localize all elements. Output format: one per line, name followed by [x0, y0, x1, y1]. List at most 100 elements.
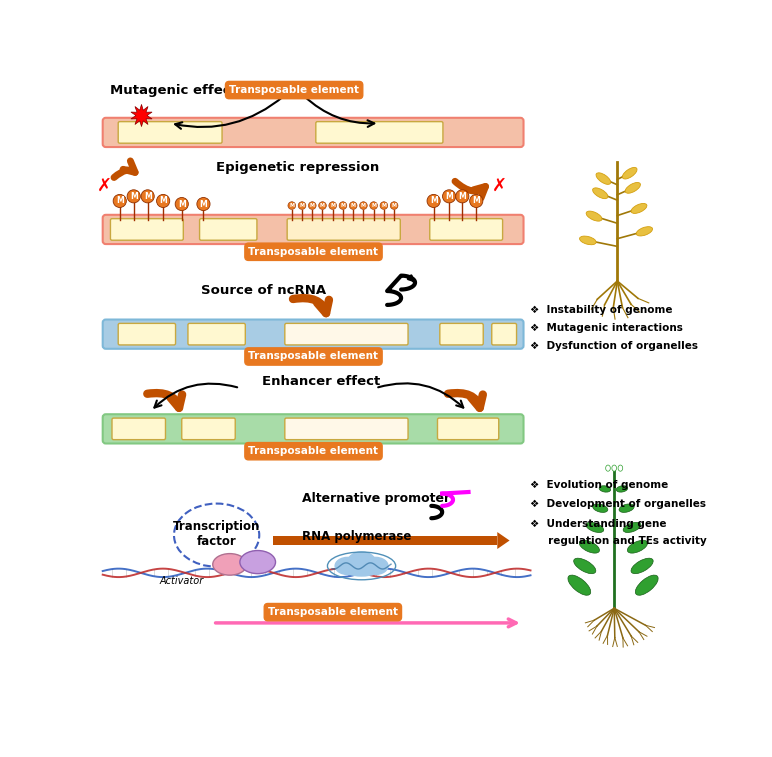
Text: ❖  Evolution of genome: ❖ Evolution of genome	[530, 480, 669, 490]
Ellipse shape	[628, 540, 648, 553]
Text: M: M	[320, 203, 325, 208]
Text: Source of ncRNA: Source of ncRNA	[201, 284, 326, 297]
Text: Enhancer effect: Enhancer effect	[262, 375, 381, 388]
Circle shape	[349, 201, 357, 210]
Ellipse shape	[636, 226, 652, 236]
Text: ❖  Understanding gene: ❖ Understanding gene	[530, 519, 667, 528]
Circle shape	[360, 201, 367, 210]
Text: M: M	[381, 203, 386, 208]
FancyBboxPatch shape	[118, 323, 175, 345]
Circle shape	[127, 190, 141, 203]
Text: M: M	[300, 203, 304, 208]
FancyBboxPatch shape	[103, 319, 523, 349]
FancyBboxPatch shape	[287, 219, 401, 240]
Circle shape	[380, 201, 388, 210]
FancyBboxPatch shape	[285, 323, 408, 345]
Text: M: M	[144, 192, 151, 201]
Ellipse shape	[631, 204, 647, 213]
Ellipse shape	[596, 173, 611, 185]
Circle shape	[157, 195, 170, 207]
Ellipse shape	[593, 504, 608, 512]
Text: Transposable element: Transposable element	[249, 247, 378, 257]
FancyBboxPatch shape	[188, 323, 245, 345]
Ellipse shape	[616, 486, 628, 492]
Circle shape	[175, 198, 188, 210]
Circle shape	[288, 201, 296, 210]
Ellipse shape	[612, 465, 617, 471]
FancyBboxPatch shape	[103, 215, 523, 244]
FancyBboxPatch shape	[103, 414, 523, 444]
Ellipse shape	[631, 558, 653, 574]
Text: M: M	[116, 197, 124, 205]
Polygon shape	[497, 532, 510, 549]
Circle shape	[370, 201, 378, 210]
Ellipse shape	[347, 551, 376, 573]
Bar	[273, 536, 497, 545]
Text: M: M	[290, 203, 294, 208]
Text: M: M	[371, 203, 376, 208]
Ellipse shape	[606, 465, 611, 471]
FancyBboxPatch shape	[110, 219, 183, 240]
Text: ❖  Mutagenic interactions: ❖ Mutagenic interactions	[530, 323, 683, 333]
Text: M: M	[459, 192, 466, 201]
Text: M: M	[130, 192, 137, 201]
Ellipse shape	[618, 465, 623, 471]
Circle shape	[442, 190, 455, 203]
Ellipse shape	[362, 556, 388, 575]
FancyBboxPatch shape	[492, 323, 516, 345]
Circle shape	[427, 195, 440, 207]
Text: M: M	[430, 197, 438, 205]
Text: Alternative promoter: Alternative promoter	[302, 491, 450, 505]
Text: M: M	[178, 200, 185, 208]
Ellipse shape	[574, 558, 596, 574]
Ellipse shape	[635, 575, 659, 595]
Circle shape	[469, 195, 482, 207]
Text: M: M	[340, 203, 345, 208]
FancyBboxPatch shape	[430, 219, 503, 240]
Text: ✗: ✗	[492, 176, 507, 195]
Ellipse shape	[580, 236, 596, 245]
Text: Transposable element: Transposable element	[249, 351, 378, 362]
Text: Epigenetic repression: Epigenetic repression	[216, 160, 380, 173]
Text: M: M	[200, 200, 208, 208]
Circle shape	[339, 201, 347, 210]
Ellipse shape	[213, 553, 247, 575]
Text: ❖  Dysfunction of organelles: ❖ Dysfunction of organelles	[530, 341, 699, 350]
FancyBboxPatch shape	[438, 418, 499, 440]
Text: Activator: Activator	[160, 576, 204, 587]
Ellipse shape	[334, 556, 361, 575]
Text: M: M	[445, 192, 453, 201]
Circle shape	[298, 201, 306, 210]
Ellipse shape	[579, 540, 600, 553]
Text: Transposable element: Transposable element	[229, 85, 359, 95]
Ellipse shape	[625, 182, 641, 193]
Ellipse shape	[568, 575, 591, 595]
Text: Transposable element: Transposable element	[268, 607, 398, 617]
Ellipse shape	[623, 522, 641, 532]
Text: M: M	[159, 197, 167, 205]
FancyBboxPatch shape	[285, 418, 408, 440]
Circle shape	[141, 190, 154, 203]
Ellipse shape	[599, 486, 611, 492]
Ellipse shape	[593, 188, 608, 198]
FancyBboxPatch shape	[440, 323, 483, 345]
Text: regulation and TEs activity: regulation and TEs activity	[530, 535, 707, 546]
FancyBboxPatch shape	[200, 219, 257, 240]
Ellipse shape	[586, 211, 602, 221]
Text: M: M	[391, 203, 397, 208]
Text: M: M	[310, 203, 315, 208]
Text: ❖  Development of organelles: ❖ Development of organelles	[530, 500, 706, 509]
Circle shape	[113, 195, 127, 207]
Text: Transposable element: Transposable element	[249, 446, 378, 456]
Ellipse shape	[240, 550, 276, 574]
Ellipse shape	[619, 504, 634, 512]
Ellipse shape	[586, 522, 604, 532]
Text: ✗: ✗	[96, 176, 112, 195]
Text: M: M	[472, 197, 480, 205]
Text: M: M	[330, 203, 335, 208]
Ellipse shape	[342, 561, 381, 577]
Text: RNA polymerase: RNA polymerase	[302, 530, 411, 544]
Circle shape	[455, 190, 469, 203]
Text: Transcription
factor: Transcription factor	[173, 519, 260, 547]
FancyBboxPatch shape	[103, 118, 523, 147]
